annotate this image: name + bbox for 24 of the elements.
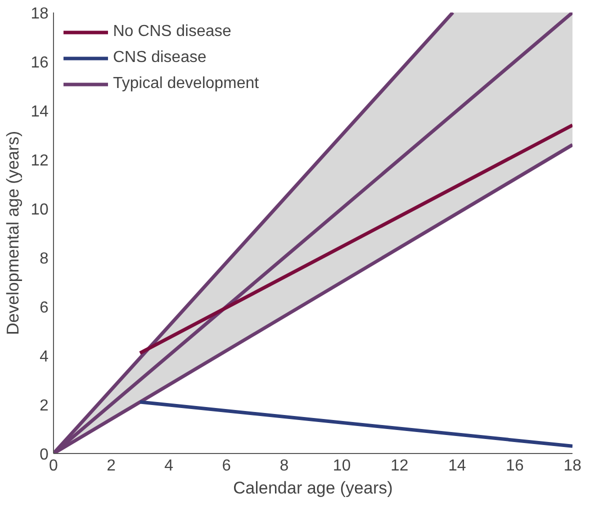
y-tick-label: 16 <box>30 54 49 72</box>
y-axis-title: Developmental age (years) <box>4 130 23 336</box>
y-tick-label: 2 <box>40 398 49 414</box>
y-tick-label: 4 <box>40 348 49 366</box>
x-tick-label: 8 <box>280 458 289 474</box>
x-tick-label: 6 <box>222 458 232 474</box>
legend-label: Typical development <box>113 75 259 93</box>
legend-label: CNS disease <box>113 49 206 67</box>
y-tick-label: 14 <box>30 104 49 120</box>
x-tick-label: 4 <box>164 458 174 474</box>
x-axis-title: Calendar age (years) <box>233 478 393 498</box>
x-tick-label: 16 <box>506 458 524 474</box>
legend-label: No CNS disease <box>113 23 232 41</box>
y-tick-label: 12 <box>30 152 49 170</box>
y-tick-label: 8 <box>40 250 49 268</box>
y-tick-label: 10 <box>30 202 49 218</box>
y-tick-label: 0 <box>40 446 49 464</box>
x-tick-label: 18 <box>564 458 582 474</box>
x-tick-label: 2 <box>106 458 116 474</box>
x-tick-label: 10 <box>332 458 351 474</box>
y-tick-label: 6 <box>40 300 49 316</box>
x-tick-label: 12 <box>390 458 408 474</box>
x-tick-label: 14 <box>448 458 466 474</box>
y-tick-label: 18 <box>30 6 49 22</box>
